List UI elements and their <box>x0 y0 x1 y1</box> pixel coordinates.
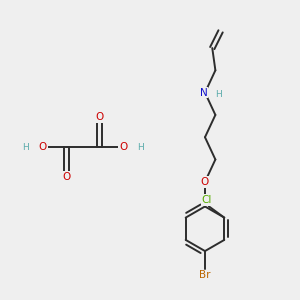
Text: O: O <box>95 112 104 122</box>
Text: O: O <box>201 177 209 187</box>
Text: H: H <box>137 142 144 152</box>
Text: Cl: Cl <box>201 195 212 205</box>
Text: O: O <box>119 142 128 152</box>
Text: H: H <box>215 90 222 99</box>
Text: O: O <box>63 172 71 182</box>
Text: N: N <box>200 88 207 98</box>
Text: Br: Br <box>199 270 211 280</box>
Text: O: O <box>39 142 47 152</box>
Text: H: H <box>22 142 29 152</box>
